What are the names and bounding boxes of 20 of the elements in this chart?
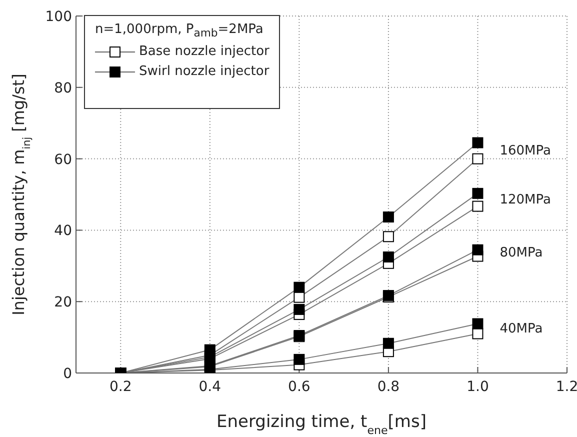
x-tick-label: 1.2 [556, 378, 577, 395]
x-tick-label: 0.4 [198, 378, 222, 395]
y-tick-label: 40 [54, 223, 72, 240]
annotation: 40MPa [500, 321, 543, 336]
y-tick-label: 60 [54, 152, 72, 168]
annotation: 160MPa [500, 143, 551, 158]
legend-title: n=1,000rpm, P$_{amb}$=2MPa [95, 22, 264, 40]
x-axis-title: Energizing time, t$_{ene}$[ms] [216, 412, 426, 436]
y-tick-label: 80 [54, 80, 72, 96]
x-tick-label: 1.0 [466, 378, 489, 395]
y-tick-label: 100 [45, 8, 72, 25]
legend-label: Swirl nozzle injector [139, 64, 270, 80]
x-tick-label: 0.6 [288, 378, 310, 395]
x-tick-label: 0.2 [110, 378, 132, 395]
y-tick-label: 0 [63, 366, 72, 382]
annotation: 120MPa [500, 192, 551, 208]
legend-label: Base nozzle injector [139, 44, 270, 60]
annotation: 80MPa [500, 246, 543, 261]
y-tick-label: 20 [54, 294, 72, 311]
x-tick-label: 0.8 [377, 378, 400, 395]
